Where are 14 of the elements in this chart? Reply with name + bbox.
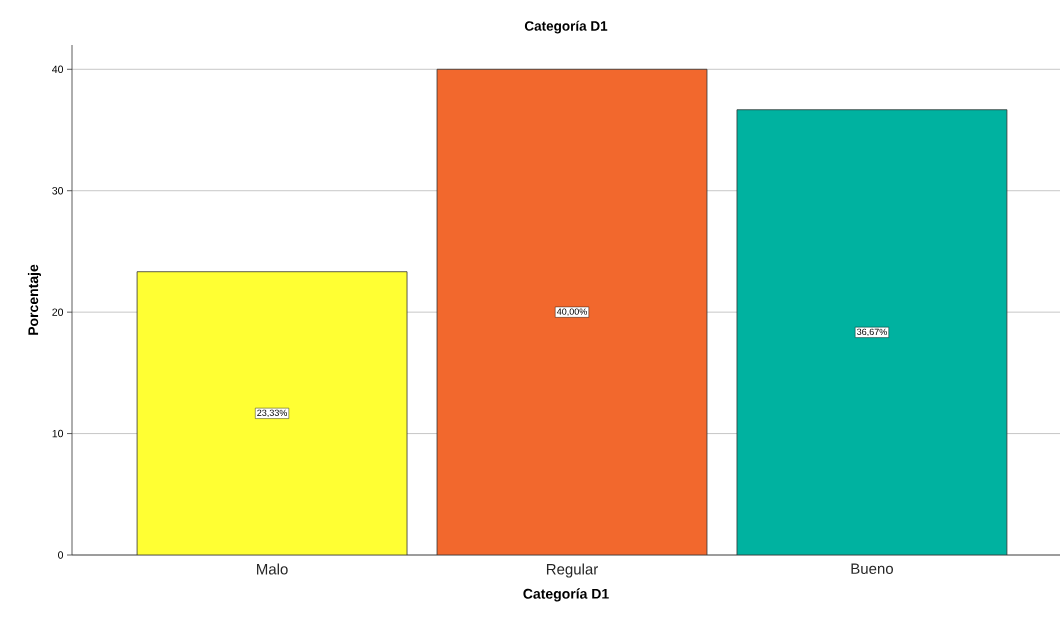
- y-tick-label: 0: [58, 551, 64, 559]
- data-label: 23,33%: [257, 409, 288, 418]
- y-tick-label: 40: [52, 65, 64, 74]
- y-tick-label: 30: [52, 187, 64, 195]
- x-tick-label: Bueno: [851, 563, 894, 574]
- y-tick-label: 20: [52, 308, 64, 316]
- x-tick-label: Malo: [257, 563, 288, 575]
- x-tick-label: Regular: [546, 563, 599, 578]
- data-label: 36,67%: [857, 328, 887, 337]
- y-axis-title: Porcentaje: [27, 264, 41, 335]
- y-tick-label: 10: [52, 429, 64, 438]
- chart-title: Categoría D1: [524, 20, 608, 34]
- x-axis-title: Categoría D1: [523, 588, 609, 602]
- data-label: 40,00%: [556, 308, 587, 316]
